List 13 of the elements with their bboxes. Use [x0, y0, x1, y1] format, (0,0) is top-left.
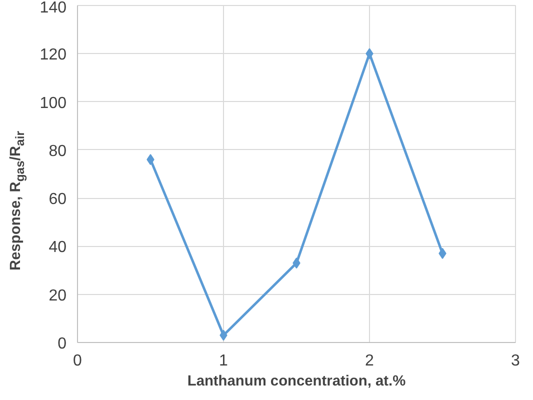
x-tick-label: 2 — [365, 352, 374, 370]
y-tick-label: 100 — [40, 94, 67, 112]
y-tick-label: 20 — [48, 287, 67, 304]
x-tick-label: 0 — [73, 352, 82, 370]
y-tick-label: 60 — [48, 191, 67, 208]
y-tick-label: 0 — [58, 336, 67, 352]
y-tick-label: 80 — [48, 142, 67, 160]
x-axis-title: Lanthanum concentration, at.% — [187, 374, 406, 390]
x-tick-label: 3 — [511, 352, 520, 370]
y-tick-label: 120 — [40, 46, 67, 64]
y-tick-label: 140 — [40, 0, 67, 16]
x-tick-label: 1 — [219, 352, 228, 370]
y-tick-label: 40 — [48, 239, 67, 256]
